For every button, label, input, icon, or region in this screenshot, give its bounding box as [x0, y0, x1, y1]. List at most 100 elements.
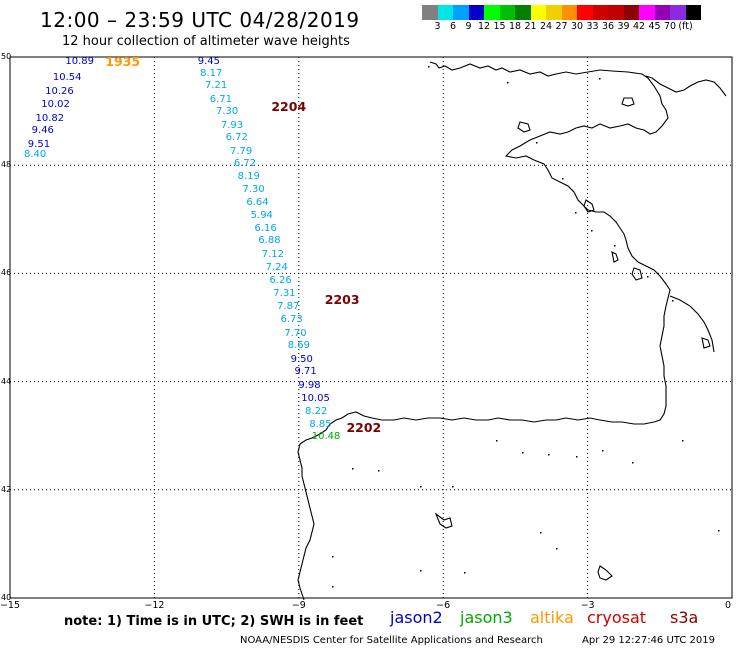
chart-title: 12:00 – 23:59 UTC 04/28/2019 [40, 8, 360, 32]
legend-mission-cryosat: cryosat [587, 608, 647, 627]
lat-lon-grid [10, 57, 732, 598]
wave-height-value: 7.79 [229, 145, 253, 157]
pass-number-label: 1935 [105, 53, 141, 69]
wave-height-value: 8.69 [287, 340, 310, 352]
wave-height-value: 6.26 [269, 274, 292, 286]
wave-height-value: 10.54 [52, 72, 82, 84]
longitude-label: −12 [144, 600, 165, 611]
colorbar-label: 27 [555, 21, 568, 32]
colorbar-label: 70 [663, 21, 677, 32]
island-4 [517, 121, 531, 133]
wave-height-value: 6.72 [225, 132, 248, 144]
latitude-label: 42 [1, 484, 12, 494]
wave-height-value: 7.87 [277, 301, 300, 313]
wave-height-value: 8.22 [305, 406, 328, 418]
colorbar-label: 15 [493, 21, 506, 32]
chart-subtitle: 12 hour collection of altimeter wave hei… [62, 34, 350, 49]
wave-height-value: 5.94 [250, 209, 273, 221]
colorbar-label: 18 [508, 21, 522, 32]
latitude-label: 48 [1, 160, 12, 170]
colorbar-swatch [670, 5, 686, 20]
wave-height-value: 8.19 [237, 171, 260, 183]
brittany-coast [297, 61, 671, 601]
colorbar-label: (ft) [678, 21, 693, 32]
wave-height-value: 9.45 [197, 55, 220, 67]
colorbar-label: 30 [570, 21, 584, 32]
wave-height-value: 10.26 [45, 85, 74, 97]
gironde-estuary [669, 295, 715, 353]
wave-height-value: 7.31 [273, 288, 296, 300]
wave-height-value: 10.48 [311, 431, 341, 443]
colorbar-label: 42 [632, 21, 646, 32]
footnote: note: 1) Time is in UTC; 2) SWH is in fe… [64, 614, 364, 629]
wave-height-value: 6.88 [258, 235, 281, 247]
latitude-label: 46 [1, 268, 12, 278]
wave-height-value: 7.30 [242, 183, 265, 195]
island-8 [701, 337, 711, 349]
wave-height-value: 7.12 [261, 249, 284, 260]
wave-height-value: 6.71 [209, 93, 233, 105]
wave-height-value: 6.72 [233, 158, 257, 170]
legend-mission-jason3: jason3 [460, 608, 513, 627]
colorbar-swatch [639, 5, 655, 20]
generated-timestamp: Apr 29 12:27:46 UTC 2019 [582, 635, 715, 646]
colorbar-swatch [499, 5, 515, 20]
longitude-label: −3 [580, 600, 595, 611]
longitude-label: −6 [436, 600, 451, 611]
longitude-label: −9 [291, 600, 306, 611]
wave-height-value: 10.02 [41, 98, 70, 110]
colorbar-label: 6 [449, 21, 457, 32]
wave-height-value: 10.89 [65, 55, 94, 67]
wave-height-value: 8.40 [23, 149, 47, 161]
colorbar-swatch [654, 5, 670, 20]
latitude-label: 44 [1, 376, 12, 386]
wave-height-value: 9.71 [294, 366, 317, 378]
wave-height-value: 10.05 [301, 392, 330, 404]
longitude-label: 0 [724, 600, 732, 611]
colorbar-swatch [530, 5, 546, 20]
colorbar-label: 45 [648, 21, 661, 32]
pass-number-label: 2202 [346, 419, 382, 435]
colorbar-swatch [577, 5, 593, 20]
island-7 [611, 251, 619, 263]
wave-height-value: 10.82 [35, 112, 65, 124]
wave-height-value: 9.50 [290, 353, 313, 365]
colorbar-label: 39 [617, 21, 630, 32]
colorbar-swatch [468, 5, 484, 20]
pass-number-label: 2203 [324, 291, 360, 307]
colorbar-swatch [422, 5, 438, 20]
wave-height-value: 9.46 [31, 125, 54, 137]
latitude-label: 40 [1, 593, 12, 602]
wave-height-value: 9.98 [298, 379, 321, 391]
wave-height-value: 7.93 [220, 119, 244, 131]
colorbar-swatch [546, 5, 562, 20]
colorbar-swatch [561, 5, 577, 20]
wave-height-value: 9.51 [27, 139, 51, 151]
wave-height-value: 7.70 [284, 327, 307, 339]
wave-height-value: 8.85 [309, 418, 332, 430]
longitude-label: −15 [0, 600, 21, 611]
island-3 [621, 97, 635, 107]
wave-height-value: 6.16 [254, 223, 277, 235]
map-frame [9, 56, 733, 599]
north-coast [645, 75, 727, 97]
colorbar-swatch [623, 5, 639, 20]
island-5 [434, 512, 453, 529]
wave-height-value: 8.17 [200, 67, 223, 79]
legend-mission-jason2: jason2 [390, 608, 443, 627]
island-1 [583, 199, 595, 213]
colorbar-swatch [484, 5, 500, 20]
colorbar-label: 3 [434, 21, 441, 32]
colorbar-label: 12 [477, 21, 491, 32]
credit-line: NOAA/NESDIS Center for Satellite Applica… [240, 635, 543, 646]
colorbar-swatch [453, 5, 469, 20]
colorbar-swatch [515, 5, 531, 20]
wave-height-value: 7.24 [265, 261, 288, 273]
wave-height-value: 7.21 [204, 80, 228, 92]
colorbar-label: 36 [601, 21, 615, 32]
wave-height-colorbar [422, 5, 701, 20]
wave-height-value: 6.64 [246, 197, 269, 209]
coastline [297, 61, 727, 601]
pass-number-label: 2204 [271, 98, 307, 114]
